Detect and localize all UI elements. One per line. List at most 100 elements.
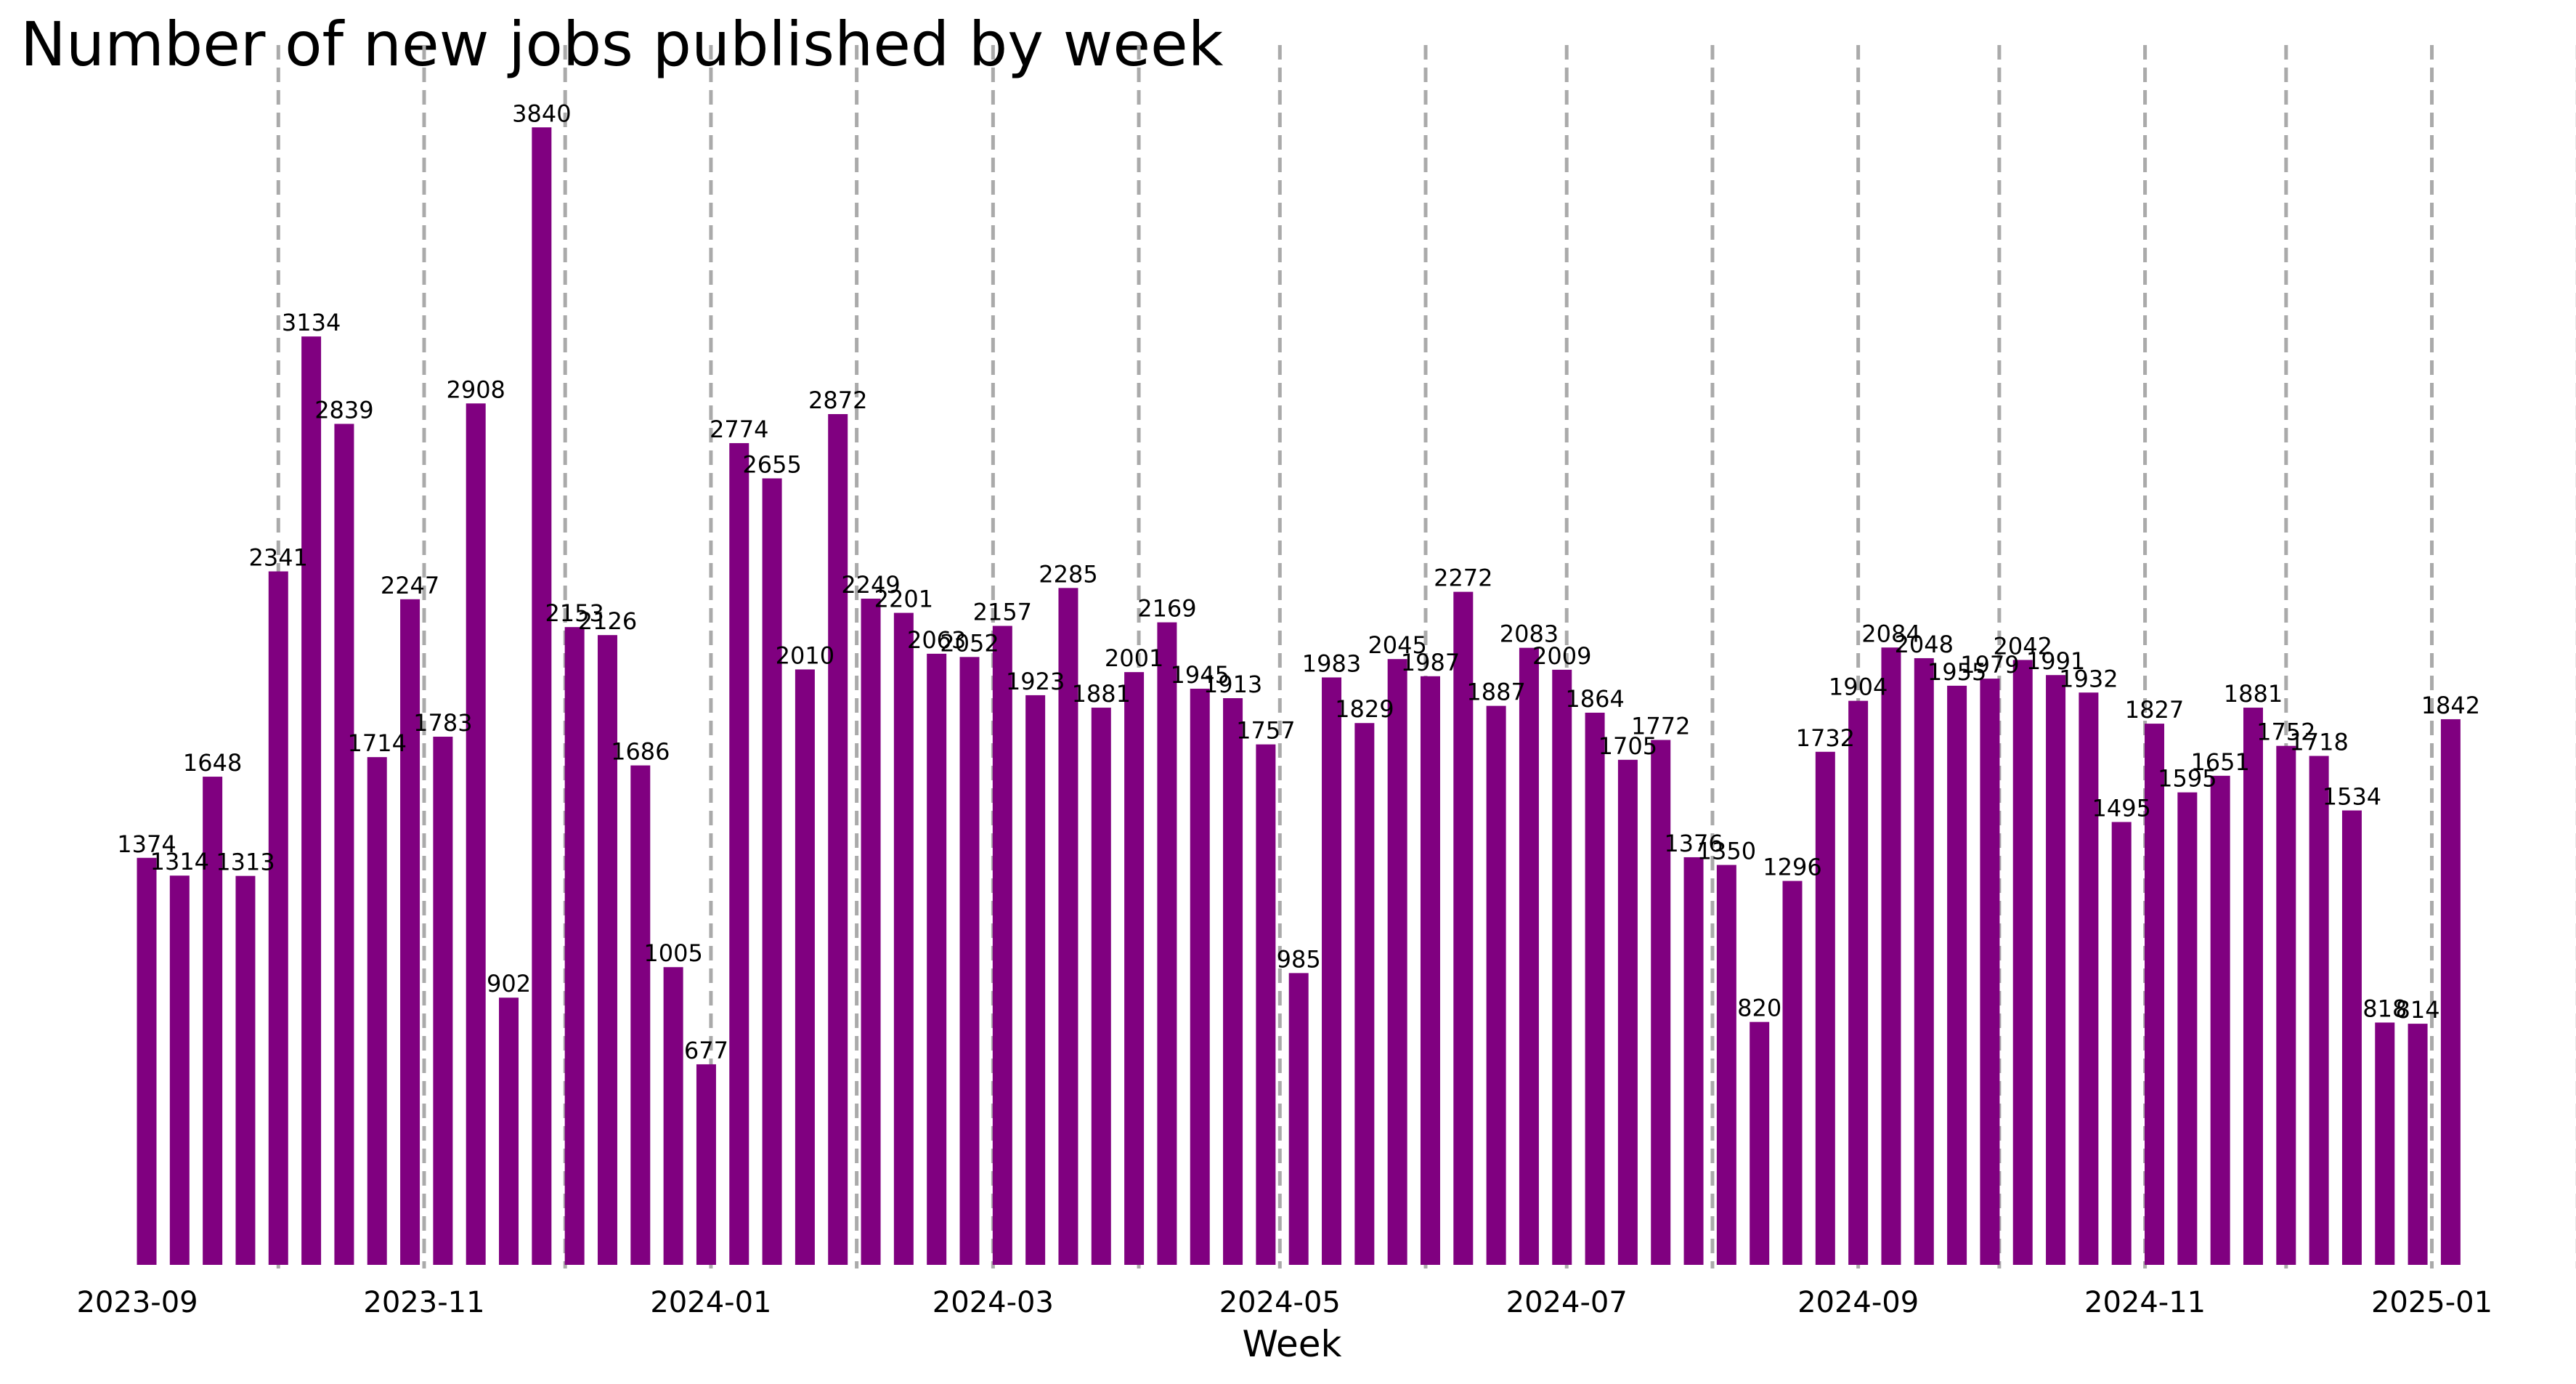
bar xyxy=(137,857,157,1265)
bar xyxy=(959,657,980,1265)
bar xyxy=(1091,708,1111,1265)
bar xyxy=(1552,669,1572,1265)
data-label: 1829 xyxy=(1335,695,1394,723)
data-label: 2774 xyxy=(710,416,768,443)
bar xyxy=(1387,659,1407,1265)
data-label: 2153 xyxy=(545,599,604,627)
bar xyxy=(1420,676,1440,1265)
data-label: 677 xyxy=(684,1037,728,1064)
data-label: 1313 xyxy=(216,849,275,876)
bar xyxy=(1157,622,1177,1265)
bar xyxy=(2046,675,2066,1265)
x-tick-label: 2024-11 xyxy=(2084,1286,2206,1319)
bar xyxy=(1519,647,1539,1265)
data-label: 1005 xyxy=(643,939,702,967)
bar xyxy=(2145,724,2165,1265)
data-label: 2249 xyxy=(841,571,900,599)
data-label: 2839 xyxy=(314,396,373,424)
bar xyxy=(663,967,683,1265)
bar xyxy=(1124,672,1145,1265)
data-label: 2010 xyxy=(776,642,834,669)
x-axis-ticks: 2023-09 2023-11 2024-01 2024-03 2024-05 2024-… xyxy=(76,1286,2492,1319)
data-label: 1827 xyxy=(2125,696,2184,724)
data-label: 1757 xyxy=(1236,717,1295,745)
data-label: 1987 xyxy=(1401,649,1460,676)
data-label: 2084 xyxy=(1861,620,1920,647)
bar xyxy=(1617,759,1638,1265)
data-label: 902 xyxy=(487,970,531,997)
x-axis-label: Week xyxy=(1243,1323,1342,1365)
data-label: 3134 xyxy=(282,309,341,336)
bar xyxy=(729,442,749,1265)
data-label: 2272 xyxy=(1434,564,1492,592)
data-label: 1376 xyxy=(1664,830,1723,857)
data-label: 2063 xyxy=(907,626,966,654)
bar xyxy=(2309,756,2329,1265)
x-tick-label: 2024-09 xyxy=(1797,1286,1919,1319)
bar xyxy=(499,997,519,1265)
data-label: 1887 xyxy=(1466,679,1525,706)
data-label: 2052 xyxy=(940,629,999,657)
bar xyxy=(1288,973,1309,1265)
bar xyxy=(1782,881,1803,1265)
bar xyxy=(1750,1021,1770,1265)
data-label: 2126 xyxy=(578,607,637,635)
bar xyxy=(466,403,486,1265)
bar xyxy=(235,875,256,1265)
bar xyxy=(828,413,848,1265)
data-label: 1296 xyxy=(1763,854,1821,881)
bar xyxy=(762,478,782,1266)
bar xyxy=(1025,695,1046,1265)
bar xyxy=(1848,700,1869,1265)
data-label: 1983 xyxy=(1302,649,1361,677)
data-label: 2045 xyxy=(1368,631,1426,659)
bar xyxy=(927,653,947,1265)
data-label: 1783 xyxy=(413,709,472,737)
data-label: 2042 xyxy=(1994,632,2052,660)
bar xyxy=(597,635,617,1265)
bar xyxy=(2440,719,2461,1265)
data-label: 1686 xyxy=(611,738,670,766)
x-tick-label: 2024-07 xyxy=(1506,1286,1628,1319)
data-label: 1350 xyxy=(1697,838,1756,865)
bar xyxy=(268,571,288,1265)
bar xyxy=(1683,857,1704,1265)
data-label: 2157 xyxy=(973,599,1032,626)
data-label: 1979 xyxy=(1960,651,2019,679)
data-label: 2341 xyxy=(249,543,308,571)
bar xyxy=(2408,1024,2428,1265)
data-label: 1881 xyxy=(1072,680,1131,708)
data-label: 1718 xyxy=(2289,729,2348,756)
bar-series xyxy=(137,127,2461,1266)
data-label: 1534 xyxy=(2323,783,2381,811)
data-label: 985 xyxy=(1277,945,1321,973)
bar xyxy=(2012,660,2033,1265)
bar xyxy=(2177,792,2198,1265)
bar xyxy=(564,627,585,1265)
bar xyxy=(169,875,190,1265)
bar xyxy=(2243,708,2263,1265)
chart-title: Number of new jobs published by week xyxy=(20,9,1224,80)
bar xyxy=(795,669,815,1265)
bar xyxy=(2375,1022,2395,1265)
bar xyxy=(1585,712,1605,1265)
x-tick-label: 2025-01 xyxy=(2371,1286,2492,1319)
bar xyxy=(1486,705,1506,1265)
data-label: 1714 xyxy=(348,729,407,757)
data-label: 2655 xyxy=(742,450,801,478)
data-label: 1732 xyxy=(1796,724,1855,752)
data-label: 2048 xyxy=(1895,631,1954,658)
data-label: 1314 xyxy=(150,848,209,875)
data-label: 1864 xyxy=(1565,685,1624,713)
data-label: 2908 xyxy=(446,376,505,403)
data-label: 2169 xyxy=(1137,595,1196,623)
data-label: 1955 xyxy=(1927,658,1986,686)
x-tick-label: 2024-05 xyxy=(1219,1286,1341,1319)
bar xyxy=(532,127,552,1265)
bar xyxy=(992,626,1012,1265)
bar xyxy=(203,777,223,1265)
data-label: 1945 xyxy=(1171,661,1230,689)
data-label: 1772 xyxy=(1631,712,1690,740)
data-label: 2009 xyxy=(1532,642,1591,670)
